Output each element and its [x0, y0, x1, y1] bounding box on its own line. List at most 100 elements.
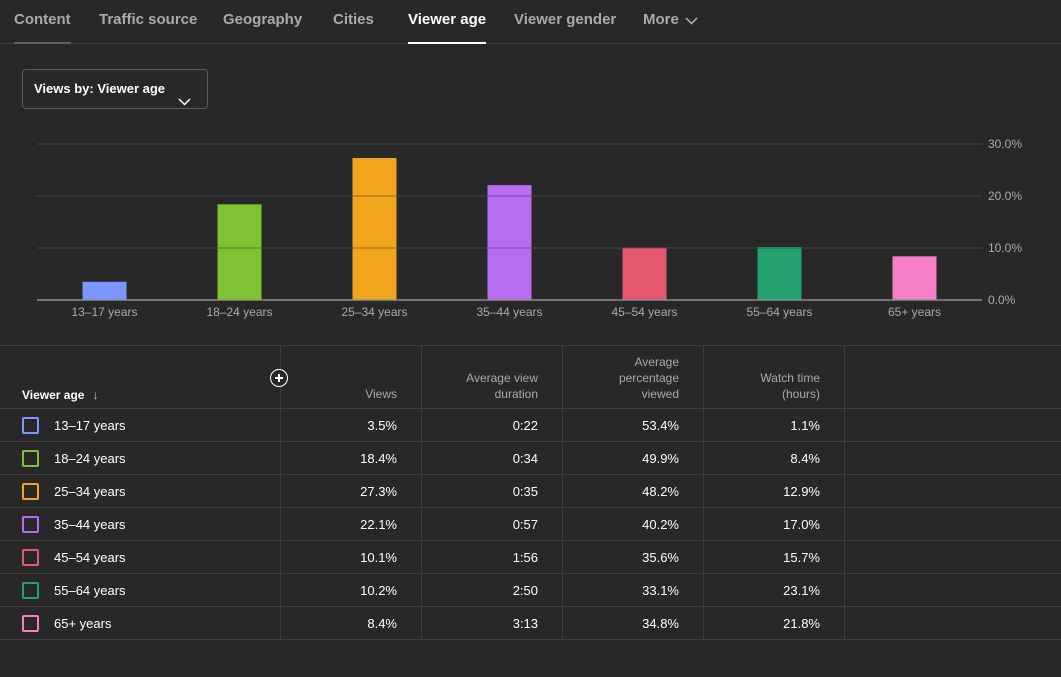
y-tick-label: 20.0%: [988, 189, 1022, 203]
avg-duration-cell: 1:56: [512, 550, 538, 565]
column-divider: [421, 346, 422, 639]
views-cell: 27.3%: [360, 484, 397, 499]
views-by-dropdown-label: Views by: Viewer age: [34, 81, 166, 96]
watch-time-cell: 8.4%: [790, 451, 820, 466]
bar[interactable]: [217, 204, 262, 300]
row-label: 55–64 years: [54, 583, 126, 598]
watch-time-cell: 1.1%: [790, 418, 820, 433]
y-tick-label: 10.0%: [988, 241, 1022, 255]
table-row[interactable]: 18–24 years 18.4% 0:34 49.9% 8.4%: [0, 442, 1061, 475]
x-tick-label: 25–34 years: [341, 305, 407, 319]
tab-viewer-gender[interactable]: Viewer gender: [514, 11, 617, 28]
series-checkbox[interactable]: [22, 582, 39, 599]
bar[interactable]: [352, 158, 397, 300]
bar[interactable]: [757, 246, 802, 300]
tab-viewer-age[interactable]: Viewer age: [408, 0, 487, 44]
column-header-avg-percentage-viewed[interactable]: Average percentage viewed: [581, 346, 679, 409]
bar[interactable]: [622, 247, 667, 300]
views-cell: 10.1%: [360, 550, 397, 565]
column-divider: [280, 346, 281, 639]
column-header-views[interactable]: Views: [300, 346, 397, 409]
tab-content[interactable]: Content: [14, 0, 71, 44]
watch-time-cell: 17.0%: [783, 517, 820, 532]
avg-percentage-cell: 34.8%: [642, 616, 679, 631]
series-checkbox[interactable]: [22, 615, 39, 632]
avg-duration-cell: 0:22: [512, 418, 538, 433]
x-tick-label: 35–44 years: [476, 305, 542, 319]
table-row[interactable]: 13–17 years 3.5% 0:22 53.4% 1.1%: [0, 409, 1061, 442]
viewer-age-bar-chart: 0.0% 10.0% 20.0% 30.0% 13–17 years 18–24 year…: [37, 137, 1022, 319]
y-tick-label: 30.0%: [988, 137, 1022, 151]
avg-percentage-cell: 48.2%: [642, 484, 679, 499]
avg-percentage-cell: 49.9%: [642, 451, 679, 466]
table-row[interactable]: 65+ years 8.4% 3:13 34.8% 21.8%: [0, 607, 1061, 640]
series-checkbox[interactable]: [22, 450, 39, 467]
table-row[interactable]: 35–44 years 22.1% 0:57 40.2% 17.0%: [0, 508, 1061, 541]
views-cell: 22.1%: [360, 517, 397, 532]
views-cell: 10.2%: [360, 583, 397, 598]
x-tick-label: 55–64 years: [746, 305, 812, 319]
table-header: Viewer age ↓ Views Average view duration…: [0, 346, 1061, 409]
avg-percentage-cell: 35.6%: [642, 550, 679, 565]
row-label: 35–44 years: [54, 517, 126, 532]
y-tick-label: 0.0%: [988, 293, 1016, 307]
x-tick-label: 18–24 years: [206, 305, 272, 319]
column-header-watch-time[interactable]: Watch time (hours): [722, 346, 820, 409]
row-label: 18–24 years: [54, 451, 126, 466]
tab-traffic-source[interactable]: Traffic source: [99, 11, 198, 28]
row-label: 13–17 years: [54, 418, 126, 433]
avg-percentage-cell: 33.1%: [642, 583, 679, 598]
column-header-viewer-age[interactable]: Viewer age ↓: [22, 346, 222, 409]
series-checkbox[interactable]: [22, 516, 39, 533]
table-row[interactable]: 45–54 years 10.1% 1:56 35.6% 15.7%: [0, 541, 1061, 574]
watch-time-cell: 15.7%: [783, 550, 820, 565]
x-tick-label: 65+ years: [888, 305, 941, 319]
bar[interactable]: [487, 185, 532, 300]
avg-percentage-cell: 53.4%: [642, 418, 679, 433]
series-checkbox[interactable]: [22, 549, 39, 566]
column-divider: [703, 346, 704, 639]
chevron-down-icon: [685, 1, 698, 41]
x-tick-label: 45–54 years: [611, 305, 677, 319]
watch-time-cell: 21.8%: [783, 616, 820, 631]
avg-percentage-cell: 40.2%: [642, 517, 679, 532]
views-header-label: Views: [365, 387, 397, 401]
column-divider: [844, 346, 845, 639]
sort-down-arrow-icon: ↓: [92, 388, 99, 402]
series-checkbox[interactable]: [22, 483, 39, 500]
avg-duration-cell: 0:34: [512, 451, 538, 466]
row-label: 45–54 years: [54, 550, 126, 565]
row-label: 25–34 years: [54, 484, 126, 499]
tab-cities[interactable]: Cities: [333, 11, 374, 28]
viewer-age-table: Viewer age ↓ Views Average view duration…: [0, 345, 1061, 640]
tab-more[interactable]: More: [643, 0, 698, 44]
avg-duration-cell: 2:50: [512, 583, 538, 598]
table-body: 13–17 years 3.5% 0:22 53.4% 1.1% 18–24 years 1…: [0, 409, 1061, 640]
views-cell: 3.5%: [367, 418, 397, 433]
bar[interactable]: [892, 256, 937, 300]
column-divider: [562, 346, 563, 639]
chevron-down-icon: [178, 83, 191, 121]
series-checkbox[interactable]: [22, 417, 39, 434]
avg-percentage-header-label: Average percentage viewed: [618, 355, 679, 401]
avg-duration-cell: 3:13: [512, 616, 538, 631]
watch-time-cell: 12.9%: [783, 484, 820, 499]
bar[interactable]: [82, 281, 127, 300]
watch-time-cell: 23.1%: [783, 583, 820, 598]
add-column-icon[interactable]: [270, 369, 288, 387]
tab-more-label: More: [643, 11, 679, 28]
x-tick-label: 13–17 years: [71, 305, 137, 319]
avg-duration-cell: 0:57: [512, 517, 538, 532]
viewer-age-header-label: Viewer age: [22, 388, 85, 402]
row-label: 65+ years: [54, 616, 112, 631]
table-row[interactable]: 25–34 years 27.3% 0:35 48.2% 12.9%: [0, 475, 1061, 508]
views-by-dropdown[interactable]: Views by: Viewer age: [22, 69, 208, 109]
table-row[interactable]: 55–64 years 10.2% 2:50 33.1% 23.1%: [0, 574, 1061, 607]
views-cell: 18.4%: [360, 451, 397, 466]
watch-time-header-label: Watch time (hours): [760, 371, 820, 401]
tab-geography[interactable]: Geography: [223, 11, 303, 28]
tab-bar: Content Traffic source Geography Cities …: [0, 0, 1061, 44]
column-header-avg-view-duration[interactable]: Average view duration: [440, 346, 538, 409]
avg-duration-cell: 0:35: [512, 484, 538, 499]
views-cell: 8.4%: [367, 616, 397, 631]
